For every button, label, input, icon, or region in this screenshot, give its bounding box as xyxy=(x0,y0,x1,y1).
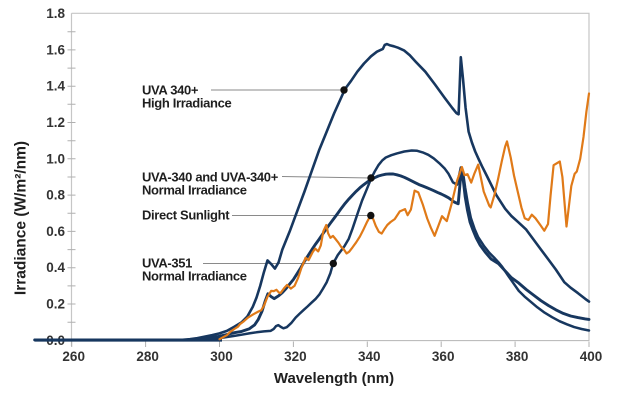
svg-text:Normal Irradiance: Normal Irradiance xyxy=(142,269,247,284)
svg-text:0.6: 0.6 xyxy=(46,224,65,239)
svg-text:1.0: 1.0 xyxy=(46,151,65,166)
svg-text:300: 300 xyxy=(210,349,233,364)
svg-text:320: 320 xyxy=(284,349,307,364)
svg-text:1.6: 1.6 xyxy=(46,42,65,57)
svg-text:Direct Sunlight: Direct Sunlight xyxy=(142,208,230,223)
svg-text:UVA 340+: UVA 340+ xyxy=(142,83,199,98)
svg-text:Wavelength (nm): Wavelength (nm) xyxy=(274,370,394,387)
svg-text:380: 380 xyxy=(506,349,529,364)
svg-text:340: 340 xyxy=(358,349,381,364)
svg-text:260: 260 xyxy=(62,349,85,364)
svg-text:UVA-340 and UVA-340+: UVA-340 and UVA-340+ xyxy=(142,169,279,184)
svg-text:0.8: 0.8 xyxy=(46,188,65,203)
svg-text:280: 280 xyxy=(136,349,159,364)
svg-text:0.2: 0.2 xyxy=(46,297,65,312)
svg-text:Irradiance (W/m²/nm): Irradiance (W/m²/nm) xyxy=(13,141,30,295)
svg-text:400: 400 xyxy=(580,349,603,364)
svg-text:360: 360 xyxy=(432,349,455,364)
svg-text:1.8: 1.8 xyxy=(46,6,65,21)
svg-text:UVA-351: UVA-351 xyxy=(142,256,192,271)
svg-text:Normal Irradiance: Normal Irradiance xyxy=(142,182,247,197)
svg-text:0.4: 0.4 xyxy=(46,260,65,275)
svg-text:1.2: 1.2 xyxy=(46,115,65,130)
svg-text:1.4: 1.4 xyxy=(46,79,65,94)
svg-text:High Irradiance: High Irradiance xyxy=(142,96,232,111)
